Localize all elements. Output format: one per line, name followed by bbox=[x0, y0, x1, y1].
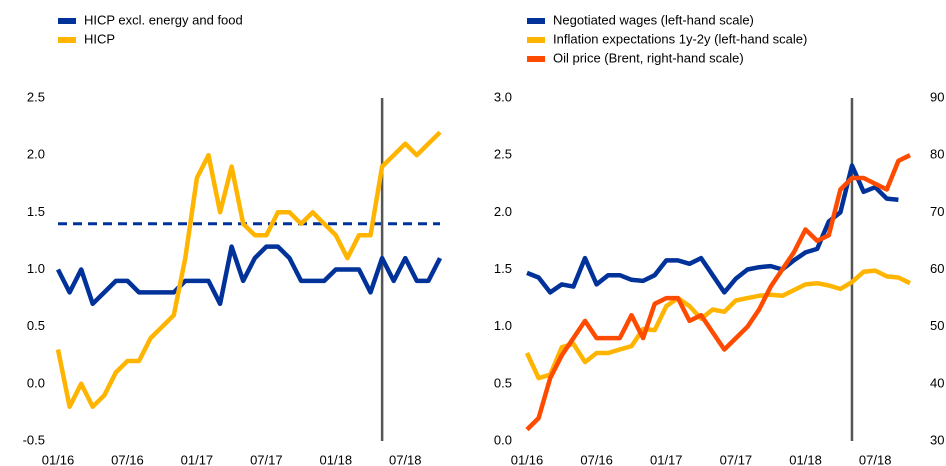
y-tick-label: 2.5 bbox=[27, 89, 45, 104]
y-tick-label: 0.0 bbox=[27, 375, 45, 390]
x-tick-label: 01/18 bbox=[789, 452, 822, 466]
legend-label: Oil price (Brent, right-hand scale) bbox=[553, 50, 744, 65]
x-tick-label: 07/17 bbox=[250, 452, 283, 466]
y2-tick-label: 60 bbox=[930, 261, 944, 276]
x-tick-label: 07/16 bbox=[580, 452, 613, 466]
y-tick-label: 1.5 bbox=[27, 204, 45, 219]
x-tick-label: 01/18 bbox=[320, 452, 353, 466]
y2-tick-label: 80 bbox=[930, 147, 944, 162]
y-tick-label: 1.5 bbox=[494, 261, 512, 276]
y-tick-label: 2.0 bbox=[494, 204, 512, 219]
y-tick-label: 0.5 bbox=[27, 318, 45, 333]
x-tick-label: 07/18 bbox=[859, 452, 892, 466]
x-tick-label: 01/16 bbox=[42, 452, 75, 466]
legend-label: HICP bbox=[84, 31, 115, 46]
series-line bbox=[55, 244, 443, 307]
series-line bbox=[55, 130, 442, 409]
x-tick-label: 07/17 bbox=[720, 452, 753, 466]
legend-swatch bbox=[527, 37, 545, 43]
x-tick-label: 01/16 bbox=[511, 452, 544, 466]
y-tick-label: 1.0 bbox=[494, 318, 512, 333]
x-tick-label: 07/16 bbox=[111, 452, 144, 466]
y-tick-label: 1.0 bbox=[27, 261, 45, 276]
y-tick-label: 3.0 bbox=[494, 89, 512, 104]
legend-label: HICP excl. energy and food bbox=[84, 12, 243, 27]
y-tick-label: -0.5 bbox=[23, 432, 45, 447]
x-tick-label: 07/18 bbox=[389, 452, 422, 466]
y2-tick-label: 90 bbox=[930, 89, 944, 104]
x-tick-label: 01/17 bbox=[181, 452, 214, 466]
y-tick-label: 0.5 bbox=[494, 375, 512, 390]
y-tick-label: 2.5 bbox=[494, 147, 512, 162]
legend-swatch bbox=[527, 18, 545, 24]
legend-swatch bbox=[58, 37, 76, 43]
series-line bbox=[526, 163, 899, 295]
y-tick-label: 0.0 bbox=[494, 432, 512, 447]
legend-label: Negotiated wages (left-hand scale) bbox=[553, 12, 754, 27]
y-tick-label: 2.0 bbox=[27, 147, 45, 162]
legend-swatch bbox=[527, 56, 545, 62]
series-line bbox=[524, 268, 911, 381]
y2-tick-label: 50 bbox=[930, 318, 944, 333]
y2-tick-label: 70 bbox=[930, 204, 944, 219]
y2-tick-label: 30 bbox=[930, 432, 944, 447]
y2-tick-label: 40 bbox=[930, 375, 944, 390]
legend-label: Inflation expectations 1y-2y (left-hand … bbox=[553, 31, 807, 46]
legend-swatch bbox=[58, 18, 76, 24]
x-tick-label: 01/17 bbox=[650, 452, 683, 466]
series-line bbox=[525, 153, 911, 432]
